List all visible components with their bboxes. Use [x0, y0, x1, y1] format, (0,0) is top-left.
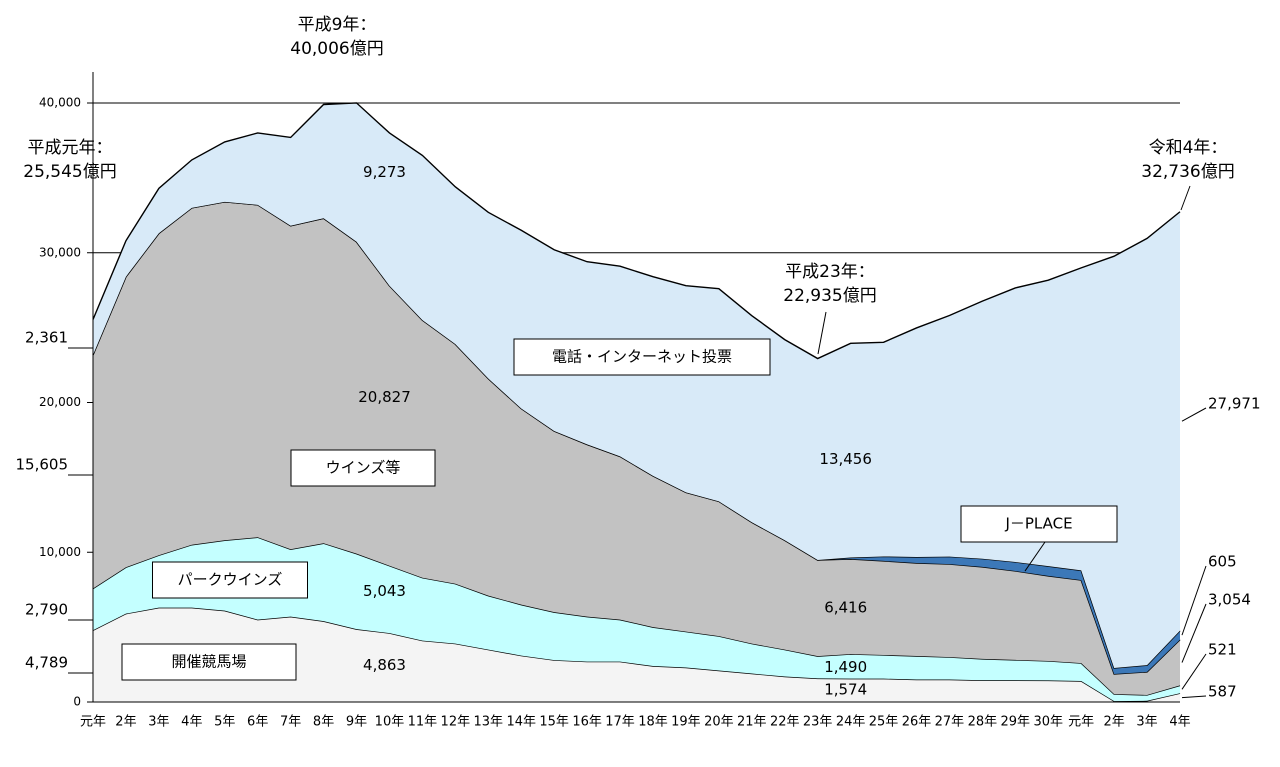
x-tick-label: 4年 — [1169, 715, 1190, 730]
x-tick-label: 13年 — [473, 715, 503, 730]
value-label: 605 — [1208, 553, 1237, 571]
annotation: 40,006億円 — [290, 39, 383, 59]
x-tick-label: 18年 — [638, 715, 668, 730]
value-label: 9,273 — [363, 163, 406, 181]
x-tick-label: 20年 — [704, 715, 734, 730]
label-leader — [1181, 653, 1207, 690]
x-tick-label: 27年 — [935, 715, 965, 730]
value-label: 521 — [1208, 641, 1237, 659]
value-label: 1,574 — [824, 681, 867, 699]
label-leader — [1024, 541, 1046, 572]
x-tick-label: 24年 — [836, 715, 866, 730]
x-tick-label: 3年 — [148, 715, 169, 730]
value-label: 2,790 — [25, 601, 68, 619]
annotation-leader — [1180, 185, 1191, 211]
x-tick-label: 26年 — [902, 715, 932, 730]
value-label: 3,054 — [1208, 591, 1251, 609]
x-tick-label: 22年 — [770, 715, 800, 730]
value-label: 6,416 — [824, 599, 867, 617]
series-label-box — [290, 449, 436, 487]
x-tick-label: 15年 — [539, 715, 569, 730]
y-tick-label: 10,000 — [39, 545, 81, 559]
x-tick-label: 9年 — [346, 715, 367, 730]
series-label-box — [121, 643, 297, 681]
annotation: 25,545億円 — [23, 162, 116, 182]
area — [93, 537, 1180, 702]
x-tick-label: 4年 — [181, 715, 202, 730]
value-label: 2,361 — [25, 329, 68, 347]
series-label: 開催競馬場 — [171, 653, 246, 671]
x-tick-label: 29年 — [1001, 715, 1031, 730]
annotation: 令和4年： — [1149, 138, 1228, 158]
area — [93, 201, 1180, 695]
x-tick-label: 3年 — [1136, 715, 1157, 730]
series-label-box — [152, 561, 308, 599]
x-tick-label: 5年 — [214, 715, 235, 730]
x-tick-label: 28年 — [968, 715, 998, 730]
series-label: パークウインズ — [178, 571, 283, 589]
x-tick-label: 2年 — [115, 715, 136, 730]
annotation: 22,935億円 — [783, 286, 876, 306]
x-tick-label: 30年 — [1033, 715, 1063, 730]
area — [93, 102, 1180, 669]
series-label: 電話・インターネット投票 — [552, 348, 732, 366]
x-tick-label: 19年 — [671, 715, 701, 730]
series-label: ウインズ等 — [326, 459, 401, 477]
value-label: 13,456 — [819, 450, 872, 468]
value-label: 4,863 — [363, 656, 406, 674]
label-leader — [1181, 603, 1207, 663]
annotation: 平成元年： — [28, 138, 113, 158]
area-edge — [92, 102, 1181, 360]
value-label: 4,789 — [25, 654, 68, 672]
x-tick-label: 8年 — [313, 715, 334, 730]
annotation-leader — [817, 311, 827, 355]
x-tick-label: 16年 — [572, 715, 602, 730]
x-tick-label: 6年 — [247, 715, 268, 730]
x-tick-label: 元年 — [1068, 715, 1094, 730]
x-tick-label: 12年 — [441, 715, 471, 730]
x-tick-label: 2年 — [1103, 715, 1124, 730]
y-tick-label: 20,000 — [39, 395, 81, 409]
label-leader — [1181, 565, 1207, 636]
value-label: 27,971 — [1208, 395, 1261, 413]
area — [93, 607, 1180, 702]
x-tick-label: 元年 — [80, 715, 106, 730]
x-tick-label: 14年 — [506, 715, 536, 730]
value-label: 20,827 — [358, 388, 411, 406]
value-label: 5,043 — [363, 582, 406, 600]
annotation: 平成23年： — [785, 262, 875, 282]
y-tick-label: 0 — [73, 695, 81, 709]
x-tick-label: 25年 — [869, 715, 899, 730]
y-tick-label: 40,000 — [39, 96, 81, 110]
x-tick-label: 17年 — [605, 715, 635, 730]
annotation: 32,736億円 — [1141, 162, 1234, 182]
x-tick-label: 7年 — [280, 715, 301, 730]
value-label: 15,605 — [16, 456, 69, 474]
x-tick-label: 23年 — [803, 715, 833, 730]
series-label-box — [960, 505, 1118, 543]
x-tick-label: 11年 — [408, 715, 438, 730]
value-label: 1,490 — [824, 658, 867, 676]
label-leader — [1181, 407, 1207, 422]
x-tick-label: 10年 — [375, 715, 405, 730]
value-label: 587 — [1208, 683, 1237, 701]
series-label-box — [513, 338, 771, 376]
label-leader — [1181, 695, 1207, 699]
annotation: 平成9年： — [298, 15, 377, 35]
y-tick-label: 30,000 — [39, 245, 81, 259]
series-label: J－PLACE — [1004, 515, 1072, 533]
x-tick-label: 21年 — [737, 715, 767, 730]
